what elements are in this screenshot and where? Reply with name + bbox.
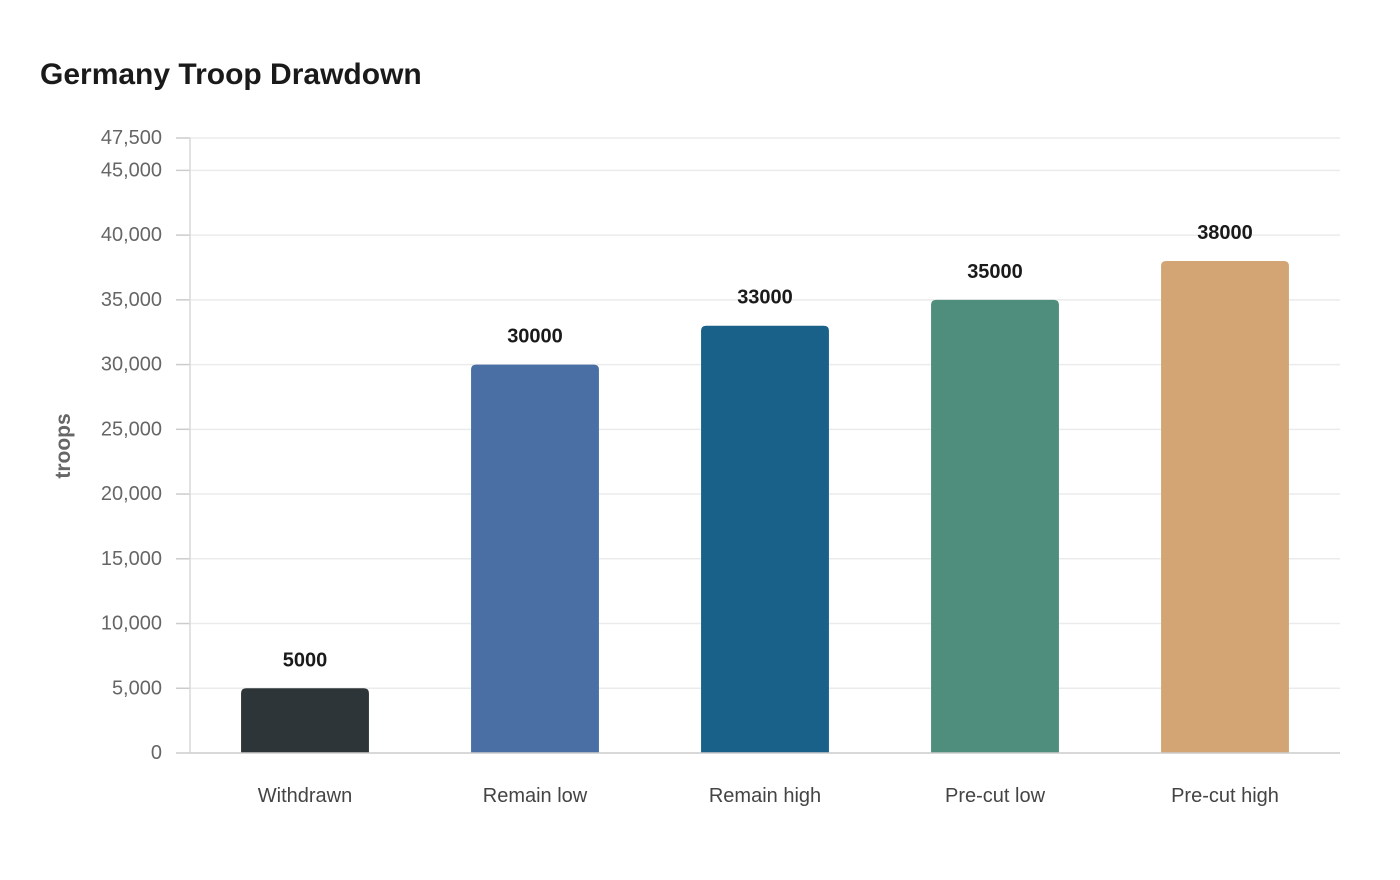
y-tick-label: 20,000 xyxy=(101,483,162,505)
y-tick-label: 15,000 xyxy=(101,548,162,570)
y-tick-label: 25,000 xyxy=(101,418,162,440)
axes xyxy=(176,137,1340,754)
y-tick-label: 30,000 xyxy=(101,354,162,376)
y-tick-label: 5,000 xyxy=(112,677,162,699)
data-label: 5000 xyxy=(283,649,328,671)
data-label: 33000 xyxy=(737,287,793,309)
bars xyxy=(241,261,1289,753)
bar-pre-cut-high xyxy=(1161,261,1289,753)
x-tick-label: Remain high xyxy=(709,785,821,807)
y-tick-label: 45,000 xyxy=(101,159,162,181)
y-tick-label: 40,000 xyxy=(101,224,162,246)
data-label: 38000 xyxy=(1197,222,1253,244)
data-label: 35000 xyxy=(967,261,1023,283)
y-tick-label: 35,000 xyxy=(101,289,162,311)
x-tick-label: Pre-cut high xyxy=(1171,785,1279,807)
y-tick-label: 47,500 xyxy=(101,127,162,149)
data-label: 30000 xyxy=(507,326,563,348)
x-tick-label: Withdrawn xyxy=(258,785,352,807)
labels: 0 5,000 10,000 15,000 20,000 25,000 30,000 35,0… xyxy=(101,127,1279,807)
chart-title: Germany Troop Drawdown xyxy=(40,58,422,91)
y-tick-label: 0 xyxy=(151,742,162,764)
bar-remain-low xyxy=(471,364,599,753)
y-tick-label: 10,000 xyxy=(101,613,162,635)
bar-remain-high xyxy=(701,325,829,753)
x-tick-label: Remain low xyxy=(483,785,588,807)
bar-pre-cut-low xyxy=(931,299,1059,753)
bar-withdrawn xyxy=(241,688,369,753)
y-axis-label: troops xyxy=(52,413,75,478)
x-tick-label: Pre-cut low xyxy=(945,785,1046,807)
